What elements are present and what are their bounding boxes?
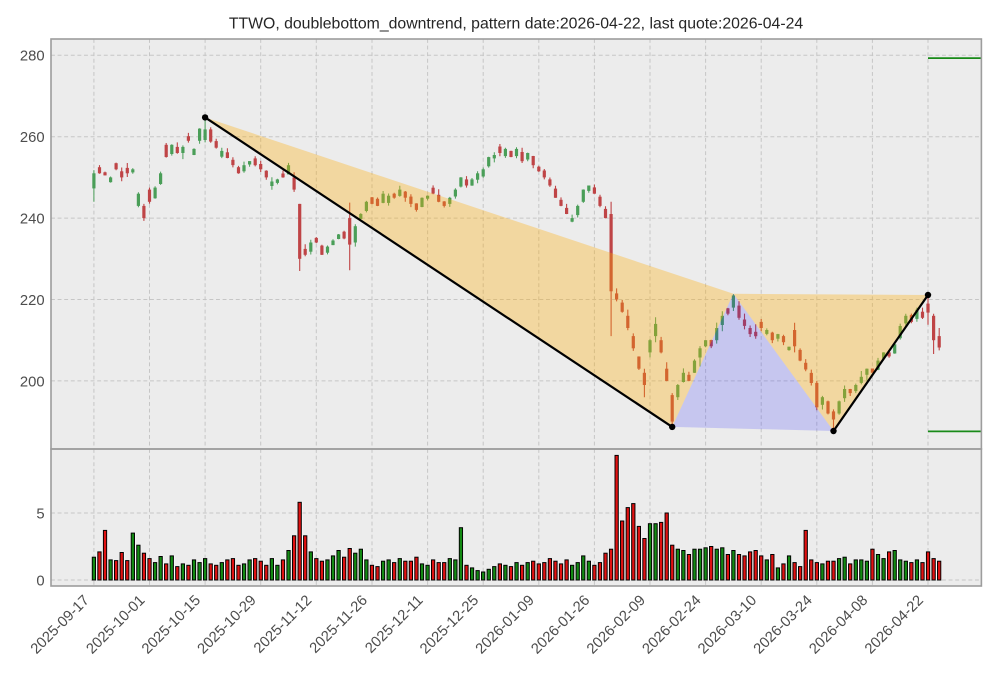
svg-text:0: 0 (36, 573, 44, 589)
svg-text:5: 5 (36, 506, 44, 522)
svg-text:TTWO, doublebottom_downtrend,: TTWO, doublebottom_downtrend, pattern da… (229, 15, 804, 32)
svg-text:200: 200 (20, 374, 45, 390)
svg-text:280: 280 (20, 49, 45, 65)
svg-text:220: 220 (20, 293, 45, 309)
svg-text:240: 240 (20, 212, 45, 228)
svg-text:260: 260 (20, 130, 45, 146)
